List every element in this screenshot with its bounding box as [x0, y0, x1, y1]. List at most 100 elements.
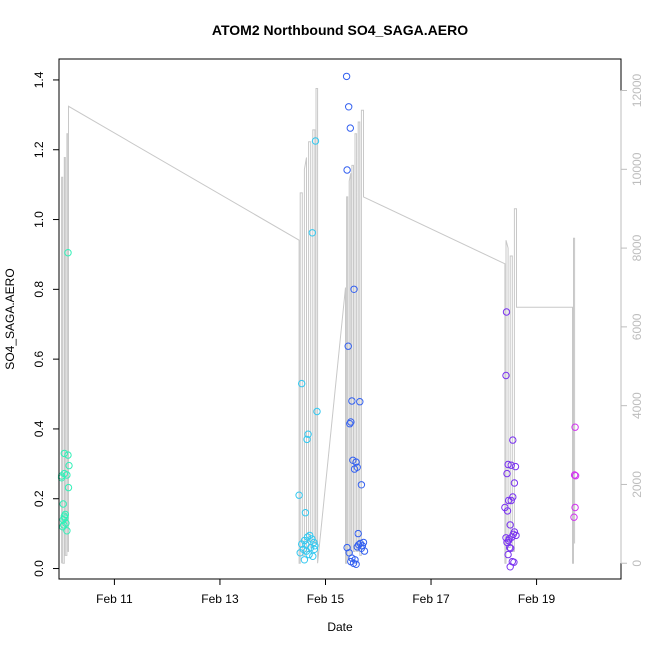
data-point	[59, 500, 67, 508]
data-point	[301, 509, 310, 517]
data-point	[506, 563, 514, 571]
y2-tick-label: 10000	[630, 152, 644, 186]
y-tick-label: 0.2	[32, 490, 46, 507]
data-point	[503, 469, 511, 478]
y-tick-label: 1.0	[32, 211, 46, 228]
data-point	[504, 550, 512, 559]
data-point	[357, 481, 366, 489]
data-point	[60, 521, 68, 529]
data-point	[298, 379, 306, 388]
data-point	[502, 371, 510, 380]
data-point	[356, 398, 364, 406]
data-points	[57, 72, 580, 571]
data-point	[309, 552, 317, 560]
data-point	[343, 166, 351, 174]
x-tick-label: Feb 19	[518, 592, 556, 606]
data-point	[352, 560, 360, 568]
data-point	[504, 460, 512, 469]
data-point	[348, 397, 356, 405]
chart-title: ATOM2 Northbound SO4_SAGA.AERO	[212, 22, 468, 38]
data-point	[510, 558, 518, 566]
data-point	[570, 471, 579, 479]
data-point	[64, 249, 72, 257]
data-point	[357, 544, 366, 552]
data-point	[310, 545, 319, 553]
data-point	[313, 407, 321, 416]
data-point	[507, 544, 515, 552]
data-point	[310, 538, 318, 547]
data-point	[61, 510, 70, 519]
data-point	[510, 479, 519, 487]
data-point	[300, 556, 309, 564]
y-tick-label: 0.8	[32, 281, 46, 298]
data-point	[347, 418, 355, 426]
data-point	[350, 285, 358, 293]
data-point	[511, 462, 520, 471]
data-point	[356, 539, 364, 548]
y2-tick-label: 2000	[630, 471, 644, 498]
y2-axis: 0 2000 4000 6000 8000 10000 12000	[620, 74, 644, 567]
data-point	[571, 503, 579, 512]
data-point	[504, 536, 513, 545]
data-point	[570, 513, 578, 521]
data-point	[303, 435, 311, 444]
data-point	[352, 458, 360, 466]
x-tick-label: Feb 15	[307, 592, 345, 606]
data-point	[303, 533, 312, 541]
data-point	[344, 342, 352, 350]
data-point	[311, 542, 319, 550]
y2-tick-label: 6000	[630, 313, 644, 340]
data-point	[504, 496, 513, 505]
y-tick-label: 0.6	[32, 350, 46, 367]
x-axis-label: Date	[327, 620, 353, 634]
x-axis: Feb 11 Feb 13 Feb 15 Feb 17 Feb 19	[96, 578, 556, 606]
data-point	[345, 103, 353, 111]
data-point	[304, 430, 312, 438]
data-point	[302, 541, 310, 549]
x-tick-label: Feb 13	[201, 592, 239, 606]
secondary-line	[61, 88, 576, 564]
y2-tick-label: 12000	[630, 74, 644, 108]
y-tick-label: 1.4	[32, 71, 46, 88]
y-tick-label: 1.2	[32, 141, 46, 158]
y-axis-label: SO4_SAGA.AERO	[3, 268, 17, 369]
data-point	[571, 423, 579, 431]
y2-tick-label: 4000	[630, 392, 644, 419]
data-point	[305, 550, 313, 559]
data-point	[64, 451, 72, 459]
secondary-series-line	[61, 88, 576, 564]
data-point	[502, 308, 511, 316]
data-point	[351, 556, 359, 564]
y-tick-label: 0.0	[32, 560, 46, 577]
data-point	[296, 549, 304, 557]
data-point	[65, 461, 73, 470]
data-point	[295, 491, 303, 499]
data-point	[63, 527, 71, 535]
data-point	[507, 461, 515, 469]
y-tick-label: 0.4	[32, 420, 46, 437]
plot-frame	[58, 58, 622, 580]
data-point	[64, 483, 73, 492]
data-point	[60, 449, 69, 458]
data-point	[506, 521, 514, 529]
data-point	[571, 472, 580, 480]
data-point	[507, 496, 515, 505]
y-axis: 0.0 0.2 0.4 0.6 0.8 1.0 1.2 1.4	[32, 71, 60, 577]
x-tick-label: Feb 11	[96, 592, 133, 606]
data-point	[350, 465, 359, 473]
y2-tick-label: 8000	[630, 234, 644, 261]
data-point	[311, 137, 320, 145]
data-point	[61, 514, 69, 522]
data-point	[346, 124, 354, 132]
data-point	[509, 436, 517, 444]
data-point	[342, 72, 351, 81]
data-point	[308, 229, 316, 237]
y2-tick-label: 0	[630, 560, 644, 567]
data-point	[506, 543, 514, 552]
data-point	[354, 529, 362, 538]
data-point	[503, 507, 512, 515]
x-tick-label: Feb 17	[412, 592, 450, 606]
data-point	[57, 474, 66, 482]
data-point	[346, 420, 354, 428]
